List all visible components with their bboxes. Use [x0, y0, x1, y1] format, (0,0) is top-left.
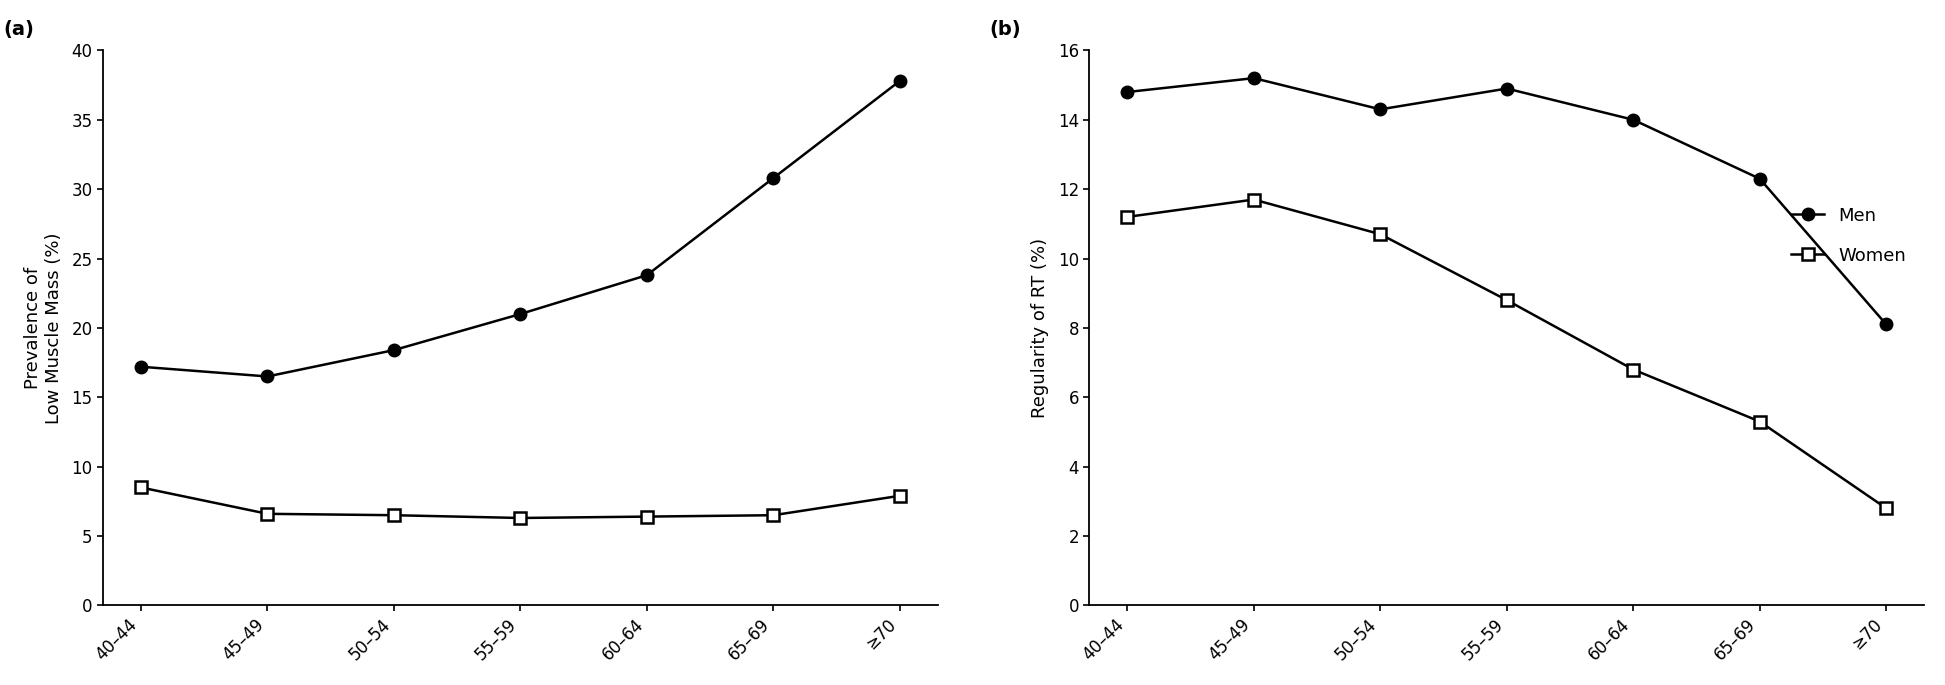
Women: [1496, 296, 1519, 304]
Women: [1749, 417, 1772, 425]
Men: [257, 373, 280, 381]
Men: [1875, 321, 1898, 329]
Women: [1875, 504, 1898, 512]
Men: [128, 362, 152, 371]
Text: (a): (a): [2, 21, 33, 39]
Line: Women: Women: [134, 481, 906, 524]
Men: [1243, 74, 1266, 82]
Men: [1749, 175, 1772, 183]
Line: Men: Men: [1120, 72, 1892, 331]
Women: [1243, 195, 1266, 203]
Y-axis label: Prevalence of
Low Muscle Mass (%): Prevalence of Low Muscle Mass (%): [25, 232, 62, 423]
Men: [383, 346, 407, 354]
Y-axis label: Regularity of RT (%): Regularity of RT (%): [1031, 238, 1050, 418]
Women: [383, 511, 407, 519]
Women: [636, 512, 659, 521]
Women: [1116, 213, 1140, 221]
Line: Men: Men: [134, 75, 906, 383]
Women: [257, 510, 280, 518]
Men: [636, 271, 659, 279]
Men: [1496, 84, 1519, 92]
Women: [762, 511, 786, 519]
Men: [1369, 105, 1393, 114]
Women: [1369, 230, 1393, 238]
Line: Women: Women: [1120, 193, 1892, 514]
Women: [510, 514, 533, 522]
Legend: Men, Women: Men, Women: [1782, 198, 1916, 275]
Women: [128, 484, 152, 492]
Text: (b): (b): [990, 21, 1021, 39]
Men: [889, 77, 912, 85]
Men: [762, 174, 786, 182]
Men: [510, 310, 533, 318]
Men: [1622, 116, 1645, 124]
Women: [1622, 365, 1645, 373]
Men: [1116, 88, 1140, 96]
Women: [889, 492, 912, 500]
